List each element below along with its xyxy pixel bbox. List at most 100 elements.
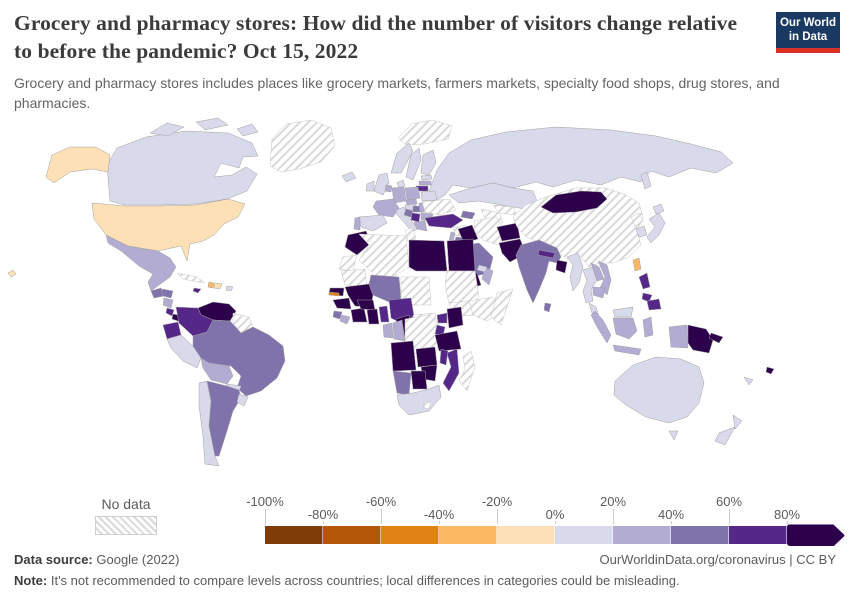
country-ghana[interactable]	[366, 309, 380, 325]
country-poland[interactable]	[404, 187, 421, 201]
country-usa-hawaii[interactable]	[7, 270, 17, 278]
country-dr-congo[interactable]	[404, 315, 442, 358]
country-canada[interactable]	[106, 131, 259, 206]
country-belarus[interactable]	[420, 191, 438, 202]
country-malawi[interactable]	[439, 349, 449, 366]
country-madagascar[interactable]	[458, 351, 476, 392]
country-japan-honshu[interactable]	[646, 213, 666, 244]
country-indonesia-papua[interactable]	[668, 325, 689, 349]
country-algeria[interactable]	[358, 234, 410, 284]
country-niger[interactable]	[368, 275, 402, 303]
country-argentina[interactable]	[206, 381, 242, 457]
country-cote-divoire[interactable]	[350, 308, 368, 323]
country-iceland[interactable]	[341, 172, 357, 183]
country-afghanistan[interactable]	[496, 223, 521, 242]
country-latvia[interactable]	[418, 181, 432, 186]
country-costa-rica[interactable]	[165, 308, 175, 317]
country-canada-arctic-c[interactable]	[236, 124, 259, 137]
country-zambia[interactable]	[415, 347, 438, 368]
owid-logo[interactable]: Our World in Data	[776, 12, 840, 53]
country-western-sahara[interactable]	[338, 255, 358, 272]
country-egypt[interactable]	[446, 239, 476, 272]
country-bangladesh[interactable]	[555, 260, 568, 274]
country-jamaica[interactable]	[192, 288, 202, 294]
country-libya[interactable]	[408, 240, 448, 272]
country-kenya[interactable]	[446, 307, 464, 329]
colorbar-segment[interactable]	[613, 526, 671, 545]
country-somalia[interactable]	[490, 289, 514, 326]
country-botswana[interactable]	[410, 371, 428, 390]
country-philippines-mindanao[interactable]	[646, 299, 662, 311]
country-indonesia-sumatra[interactable]	[590, 311, 612, 344]
country-sierra-leone[interactable]	[332, 311, 343, 320]
country-norway[interactable]	[390, 143, 414, 174]
country-sweden[interactable]	[405, 148, 422, 181]
colorbar-segment[interactable]	[323, 526, 381, 545]
country-ireland[interactable]	[365, 181, 375, 192]
country-iraq[interactable]	[457, 225, 479, 244]
country-namibia[interactable]	[392, 371, 412, 396]
country-honduras[interactable]	[161, 289, 174, 299]
country-vietnam[interactable]	[597, 261, 612, 296]
country-svalbard[interactable]	[397, 120, 453, 146]
country-haiti[interactable]	[207, 282, 215, 289]
country-usa-alaska[interactable]	[45, 147, 111, 184]
country-bolivia[interactable]	[200, 358, 234, 385]
country-benin[interactable]	[378, 306, 390, 323]
colorbar-segment[interactable]	[787, 524, 845, 547]
country-ukraine[interactable]	[421, 199, 457, 216]
country-fiji[interactable]	[765, 367, 775, 375]
country-canada-arctic-a[interactable]	[149, 123, 185, 137]
country-puerto-rico[interactable]	[225, 286, 234, 292]
country-india[interactable]	[515, 240, 562, 304]
country-spain[interactable]	[358, 215, 388, 232]
country-canada-arctic-b[interactable]	[195, 118, 229, 131]
country-turkey[interactable]	[424, 214, 464, 229]
country-liberia[interactable]	[339, 315, 351, 325]
country-gambia[interactable]	[328, 292, 340, 297]
colorbar-segment[interactable]	[381, 526, 439, 545]
country-congo[interactable]	[392, 320, 406, 342]
no-data-legend[interactable]: No data	[95, 496, 157, 536]
country-cambodia[interactable]	[592, 287, 606, 299]
country-estonia[interactable]	[420, 175, 433, 181]
country-indonesia-sulawesi[interactable]	[642, 317, 654, 338]
country-nicaragua[interactable]	[162, 298, 174, 309]
colorbar-segment[interactable]	[671, 526, 729, 545]
country-new-zealand-south[interactable]	[714, 427, 736, 446]
country-portugal[interactable]	[353, 217, 361, 231]
country-denmark[interactable]	[396, 180, 406, 189]
country-mozambique[interactable]	[442, 349, 460, 392]
country-australia[interactable]	[613, 357, 705, 424]
country-guinea[interactable]	[332, 298, 352, 310]
country-png[interactable]	[687, 325, 714, 354]
country-new-zealand-north[interactable]	[732, 415, 743, 430]
country-russia-sakhalin[interactable]	[640, 172, 652, 190]
country-angola[interactable]	[390, 341, 417, 372]
country-sri-lanka[interactable]	[543, 303, 552, 313]
no-data-swatch[interactable]	[95, 516, 157, 536]
country-mongolia[interactable]	[540, 191, 608, 214]
colorbar-segment[interactable]	[497, 526, 555, 545]
country-tunisia[interactable]	[404, 228, 417, 242]
country-myanmar[interactable]	[566, 253, 584, 292]
country-croatia[interactable]	[403, 209, 414, 218]
country-uganda[interactable]	[436, 313, 448, 324]
country-cuba[interactable]	[176, 273, 206, 284]
country-japan-hokkaido[interactable]	[652, 204, 665, 215]
country-taiwan[interactable]	[632, 258, 642, 272]
country-france[interactable]	[372, 199, 400, 218]
country-greenland[interactable]	[269, 120, 336, 173]
country-tanzania[interactable]	[434, 331, 462, 352]
country-iran[interactable]	[473, 217, 505, 246]
country-italy[interactable]	[395, 207, 419, 233]
country-south-korea[interactable]	[635, 226, 648, 238]
country-north-korea[interactable]	[630, 213, 644, 227]
country-philippines-luzon[interactable]	[638, 273, 651, 290]
country-uae[interactable]	[476, 265, 488, 273]
country-indonesia-java[interactable]	[612, 345, 642, 356]
country-mauritania[interactable]	[340, 269, 368, 288]
country-gabon[interactable]	[382, 323, 394, 339]
colorbar-segment[interactable]	[439, 526, 497, 545]
country-czechia[interactable]	[405, 199, 418, 206]
